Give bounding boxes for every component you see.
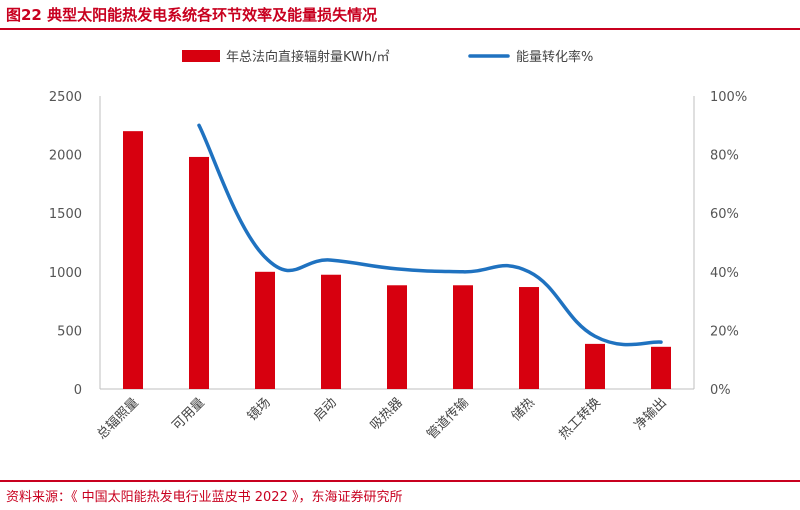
bar bbox=[585, 343, 605, 389]
y-right-tick-label: 0% bbox=[710, 383, 731, 398]
category-label: 启动 bbox=[311, 395, 340, 424]
bar bbox=[387, 285, 407, 389]
title-divider bbox=[0, 28, 800, 30]
category-label: 吸热器 bbox=[368, 395, 406, 433]
bar bbox=[321, 274, 341, 389]
y-right-tick-label: 60% bbox=[710, 207, 739, 222]
y-left-tick-label: 0 bbox=[74, 383, 82, 398]
y-left-tick-label: 1500 bbox=[49, 207, 82, 222]
y-left-tick-label: 2000 bbox=[49, 149, 82, 164]
line-series bbox=[197, 123, 663, 347]
bar bbox=[189, 156, 209, 389]
conversion-rate-line bbox=[197, 123, 663, 347]
footer-divider bbox=[0, 480, 800, 482]
legend-bar-swatch bbox=[182, 50, 220, 62]
chart-title: 图22 典型太阳能热发电系统各环节效率及能量损失情况 bbox=[6, 6, 378, 24]
y-left-tick-label: 500 bbox=[57, 324, 82, 339]
category-labels: 总辐照量 可用量 镜场 启动 吸热器 管道传输 储热 热工转换 净输出 bbox=[94, 395, 669, 443]
y-right-tick-label: 80% bbox=[710, 149, 739, 164]
source-note: 资料来源：《 中国太阳能热发电行业蓝皮书 2022 》，东海证券研究所 bbox=[6, 490, 403, 505]
y-right-tick-label: 40% bbox=[710, 266, 739, 281]
category-label: 管道传输 bbox=[424, 395, 472, 443]
chart: 年总法向直接辐射量KWh/㎡ 能量转化率% 0 500 1000 1500 2000 25… bbox=[49, 49, 747, 443]
y-right-tick-label: 100% bbox=[710, 90, 747, 105]
category-label: 净输出 bbox=[631, 395, 670, 434]
y-right-tick-label: 20% bbox=[710, 324, 739, 339]
category-label: 可用量 bbox=[170, 395, 208, 433]
bar bbox=[255, 271, 275, 389]
y-left-tick-label: 1000 bbox=[49, 266, 82, 281]
category-label: 镜场 bbox=[245, 395, 274, 424]
legend-bar-label: 年总法向直接辐射量KWh/㎡ bbox=[226, 49, 390, 65]
bars bbox=[123, 131, 671, 389]
bar bbox=[123, 131, 143, 389]
bar bbox=[651, 346, 671, 389]
category-label: 储热 bbox=[509, 395, 538, 424]
category-label: 热工转换 bbox=[556, 395, 603, 442]
legend: 年总法向直接辐射量KWh/㎡ 能量转化率% bbox=[182, 49, 593, 65]
legend-line-label: 能量转化率% bbox=[516, 49, 593, 65]
category-label: 总辐照量 bbox=[94, 395, 141, 442]
bar bbox=[519, 287, 539, 389]
y-left-tick-label: 2500 bbox=[49, 90, 82, 105]
bar bbox=[453, 285, 473, 389]
